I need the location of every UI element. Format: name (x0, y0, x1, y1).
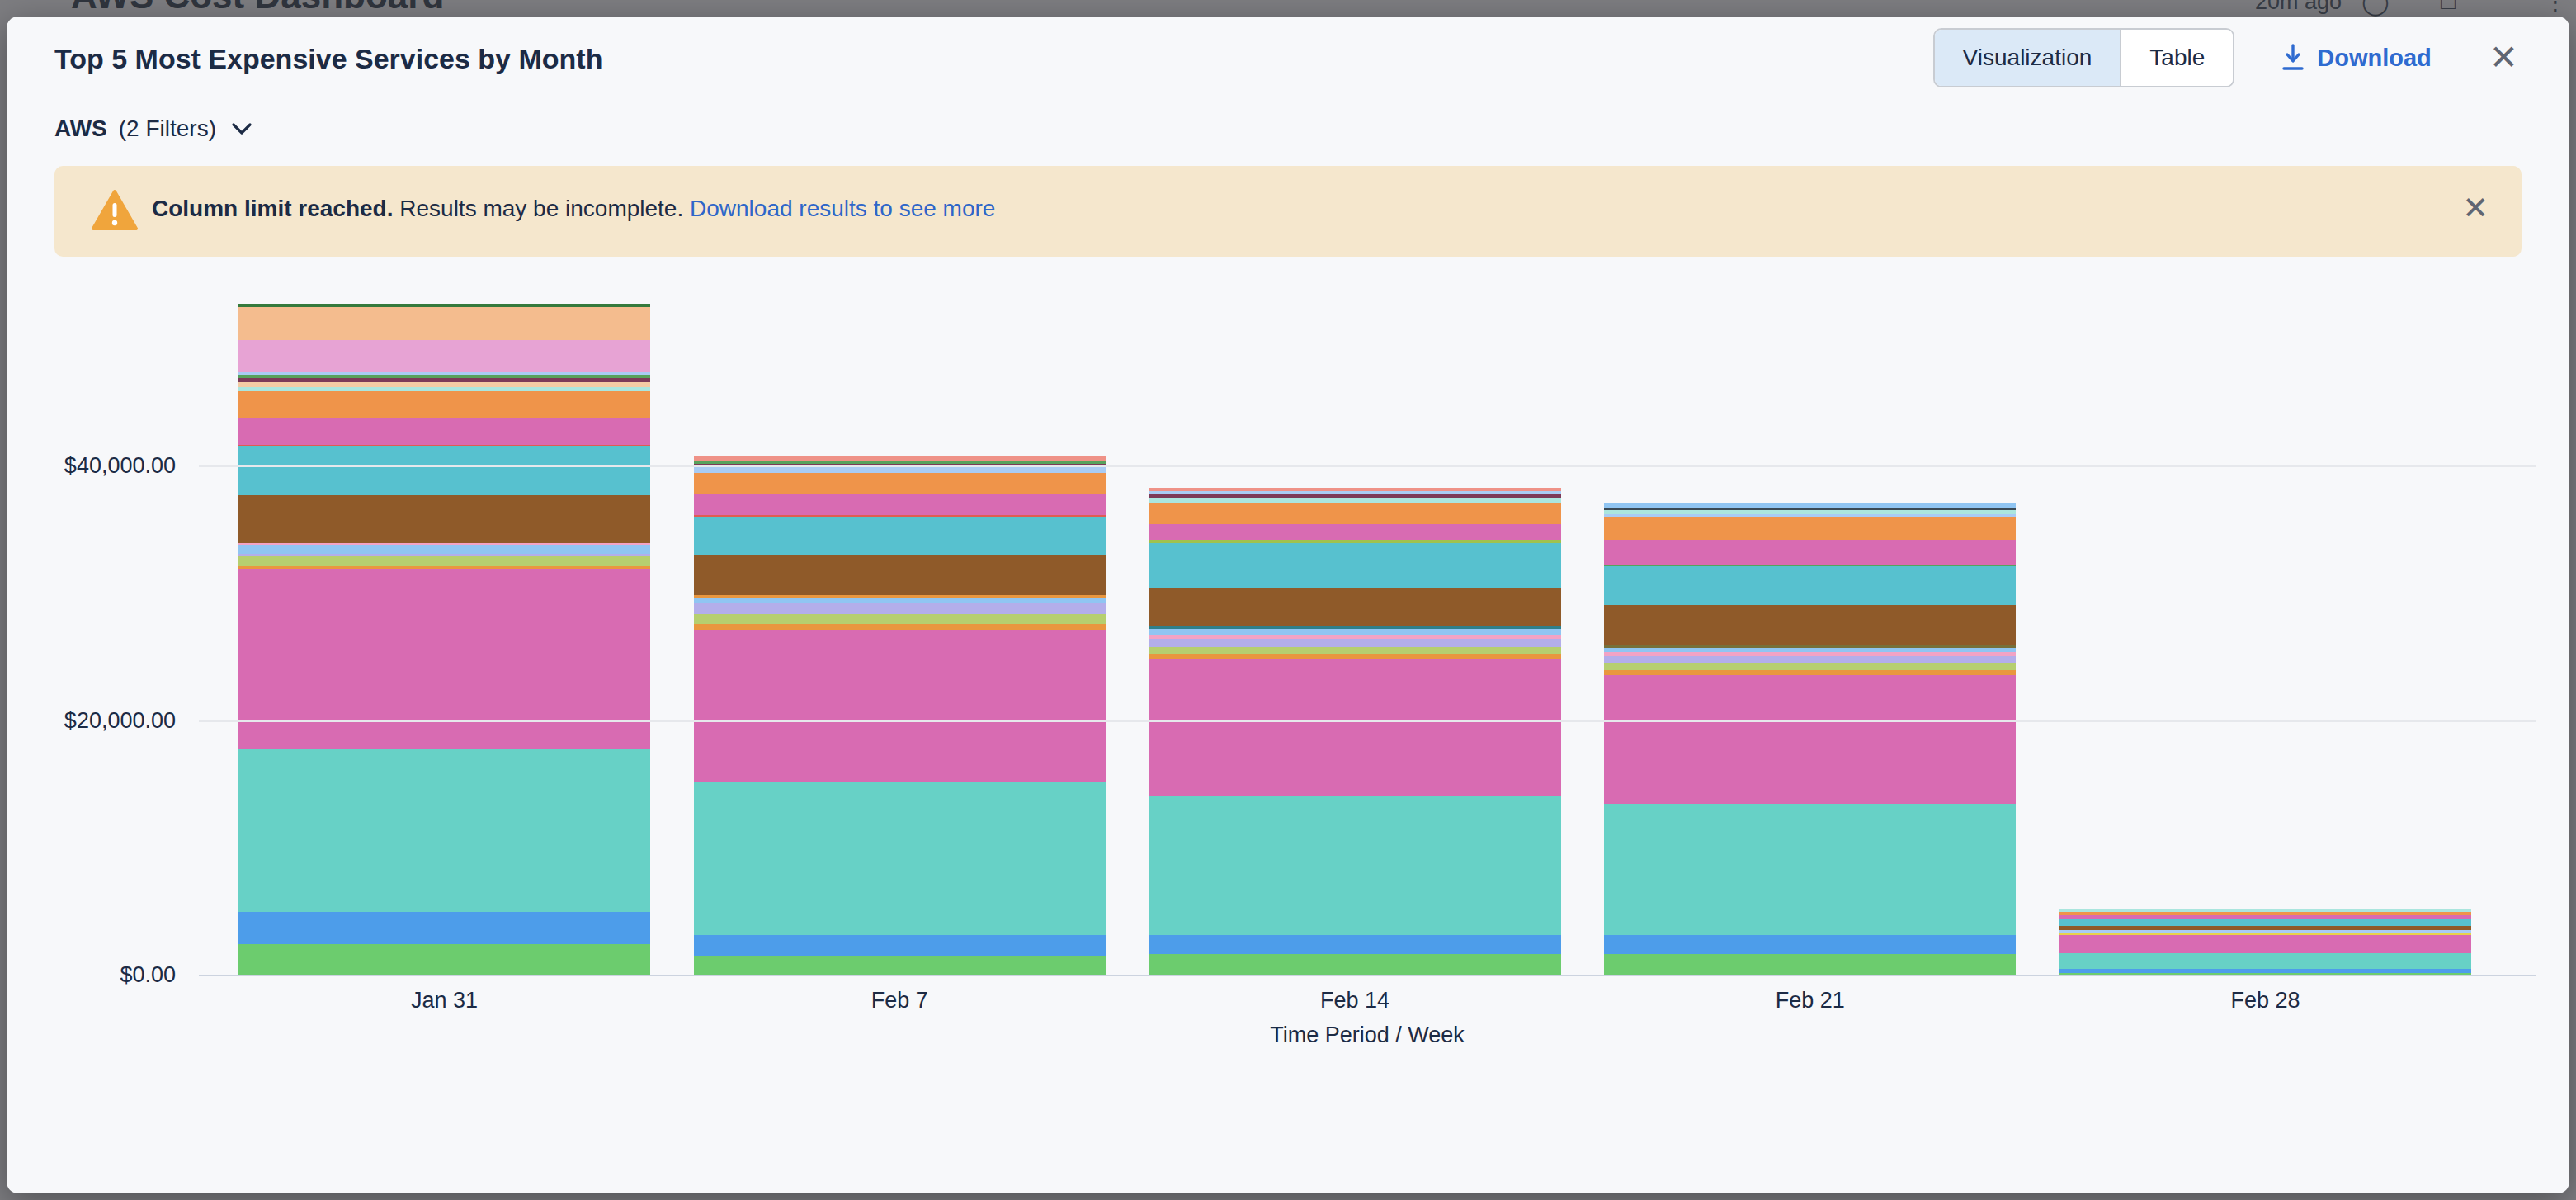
plot-area: Jan 31Feb 7Feb 14Feb 21Feb 28 Time Perio… (199, 281, 2536, 976)
stacked-bar-feb-28[interactable] (2059, 909, 2471, 975)
x-tick-label: Feb 7 (694, 988, 1106, 1013)
modal-close-icon[interactable]: ✕ (2489, 40, 2518, 75)
bar-segment[interactable] (694, 603, 1106, 614)
warning-message-body: Results may be incomplete. (394, 196, 691, 221)
bar-segment[interactable] (238, 307, 650, 340)
bar-segment[interactable] (1604, 566, 2016, 605)
bar-segment[interactable] (1604, 663, 2016, 670)
gridline-0 (199, 975, 2536, 976)
bar-segment[interactable] (238, 749, 650, 912)
bar-segment[interactable] (238, 495, 650, 543)
bar-segment[interactable] (1149, 543, 1561, 588)
bar-segment[interactable] (1604, 675, 2016, 804)
bar-segment[interactable] (2059, 919, 2471, 926)
download-label: Download (2317, 45, 2432, 72)
filter-dropdown[interactable]: AWS (2 Filters) (54, 116, 252, 142)
bar-segment[interactable] (694, 494, 1106, 515)
banner-close-icon[interactable]: ✕ (2462, 192, 2489, 224)
chart-modal: Top 5 Most Expensive Services by Month V… (7, 17, 2569, 1193)
stacked-bar-feb-14[interactable] (1149, 488, 1561, 975)
bar-segment[interactable] (694, 555, 1106, 595)
bar-segment[interactable] (1604, 517, 2016, 540)
kebab-menu-icon: ⋮ (2543, 0, 2568, 16)
bar-segment[interactable] (1149, 659, 1561, 796)
chevron-down-icon (231, 122, 252, 135)
x-tick-label: Feb 28 (2059, 988, 2471, 1013)
bar-segment[interactable] (1149, 647, 1561, 654)
bar-segment[interactable] (694, 624, 1106, 630)
y-tick-label: $40,000.00 (0, 453, 176, 479)
bar-segment[interactable] (238, 545, 650, 554)
x-axis-labels: Jan 31 Feb 7 Feb 14 Feb 21 Feb 28 (238, 988, 2471, 1013)
bar-segment[interactable] (1604, 540, 2016, 565)
dimmed-background-page: AWS Cost Dashboard 20m ago ◯ □ ⋮ (0, 0, 2576, 17)
bar-segment[interactable] (694, 614, 1106, 624)
stacked-bar-feb-21[interactable] (1604, 503, 2016, 975)
bar-segment[interactable] (694, 782, 1106, 935)
table-tab[interactable]: Table (2121, 30, 2233, 86)
bar-segment[interactable] (694, 473, 1106, 494)
warning-triangle-icon (91, 189, 139, 232)
bar-segment[interactable] (238, 912, 650, 944)
bar-segment[interactable] (238, 556, 650, 566)
download-button[interactable]: Download (2281, 44, 2432, 72)
page-title: Top 5 Most Expensive Services by Month (54, 43, 602, 75)
warning-message: Column limit reached. Results may be inc… (152, 196, 995, 222)
bar-segment[interactable] (1149, 954, 1561, 975)
y-tick-label: $20,000.00 (0, 708, 176, 734)
bar-segment[interactable] (1149, 588, 1561, 626)
gridline-20000 (199, 720, 2536, 722)
bar-segment[interactable] (238, 944, 650, 975)
download-results-link[interactable]: Download results to see more (690, 196, 995, 221)
expand-icon: □ (2441, 0, 2456, 15)
filter-count-label: (2 Filters) (119, 116, 216, 142)
bar-segment[interactable] (1149, 503, 1561, 524)
bar-segment[interactable] (238, 391, 650, 419)
bar-segment[interactable] (1604, 804, 2016, 935)
y-tick-label: $0.00 (0, 962, 176, 988)
bar-segment[interactable] (694, 598, 1106, 603)
x-tick-label: Feb 21 (1604, 988, 2016, 1013)
bar-segment[interactable] (694, 956, 1106, 975)
gridline-40000 (199, 465, 2536, 467)
bar-segment[interactable] (238, 418, 650, 445)
bar-segment[interactable] (238, 569, 650, 749)
bar-segment[interactable] (694, 630, 1106, 782)
visualization-tab[interactable]: Visualization (1935, 30, 2122, 86)
bar-segment[interactable] (2059, 935, 2471, 953)
stacked-bar-feb-7[interactable] (694, 456, 1106, 975)
x-tick-label: Jan 31 (238, 988, 650, 1013)
bar-segment[interactable] (694, 517, 1106, 555)
bar-segment[interactable] (694, 935, 1106, 956)
warning-banner: Column limit reached. Results may be inc… (54, 166, 2522, 257)
stacked-bar-jan-31[interactable] (238, 304, 650, 975)
bar-segment[interactable] (2059, 953, 2471, 969)
filter-source-label: AWS (54, 116, 107, 142)
bar-segment[interactable] (1604, 656, 2016, 664)
bar-segment[interactable] (1604, 954, 2016, 975)
bar-segment[interactable] (1149, 796, 1561, 935)
bar-segment[interactable] (1149, 524, 1561, 540)
modal-controls: Visualization Table Download ✕ (1933, 28, 2518, 87)
bar-segment[interactable] (238, 340, 650, 372)
bar-segment[interactable] (1149, 629, 1561, 635)
bar-segment[interactable] (1149, 639, 1561, 647)
bar-segment[interactable] (238, 446, 650, 495)
background-page-title: AWS Cost Dashboard (71, 0, 444, 17)
background-timestamp: 20m ago (2255, 0, 2342, 15)
refresh-icon: ◯ (2361, 0, 2390, 16)
download-icon (2281, 44, 2305, 72)
bar-segment[interactable] (1149, 935, 1561, 954)
bar-segment[interactable] (1604, 935, 2016, 954)
bar-segment[interactable] (1604, 605, 2016, 645)
x-tick-label: Feb 14 (1149, 988, 1561, 1013)
warning-message-bold: Column limit reached. (152, 196, 394, 221)
x-axis-title: Time Period / Week (199, 1023, 2536, 1048)
bar-segment[interactable] (694, 467, 1106, 473)
bars-row (238, 304, 2471, 975)
view-toggle: Visualization Table (1933, 28, 2235, 87)
